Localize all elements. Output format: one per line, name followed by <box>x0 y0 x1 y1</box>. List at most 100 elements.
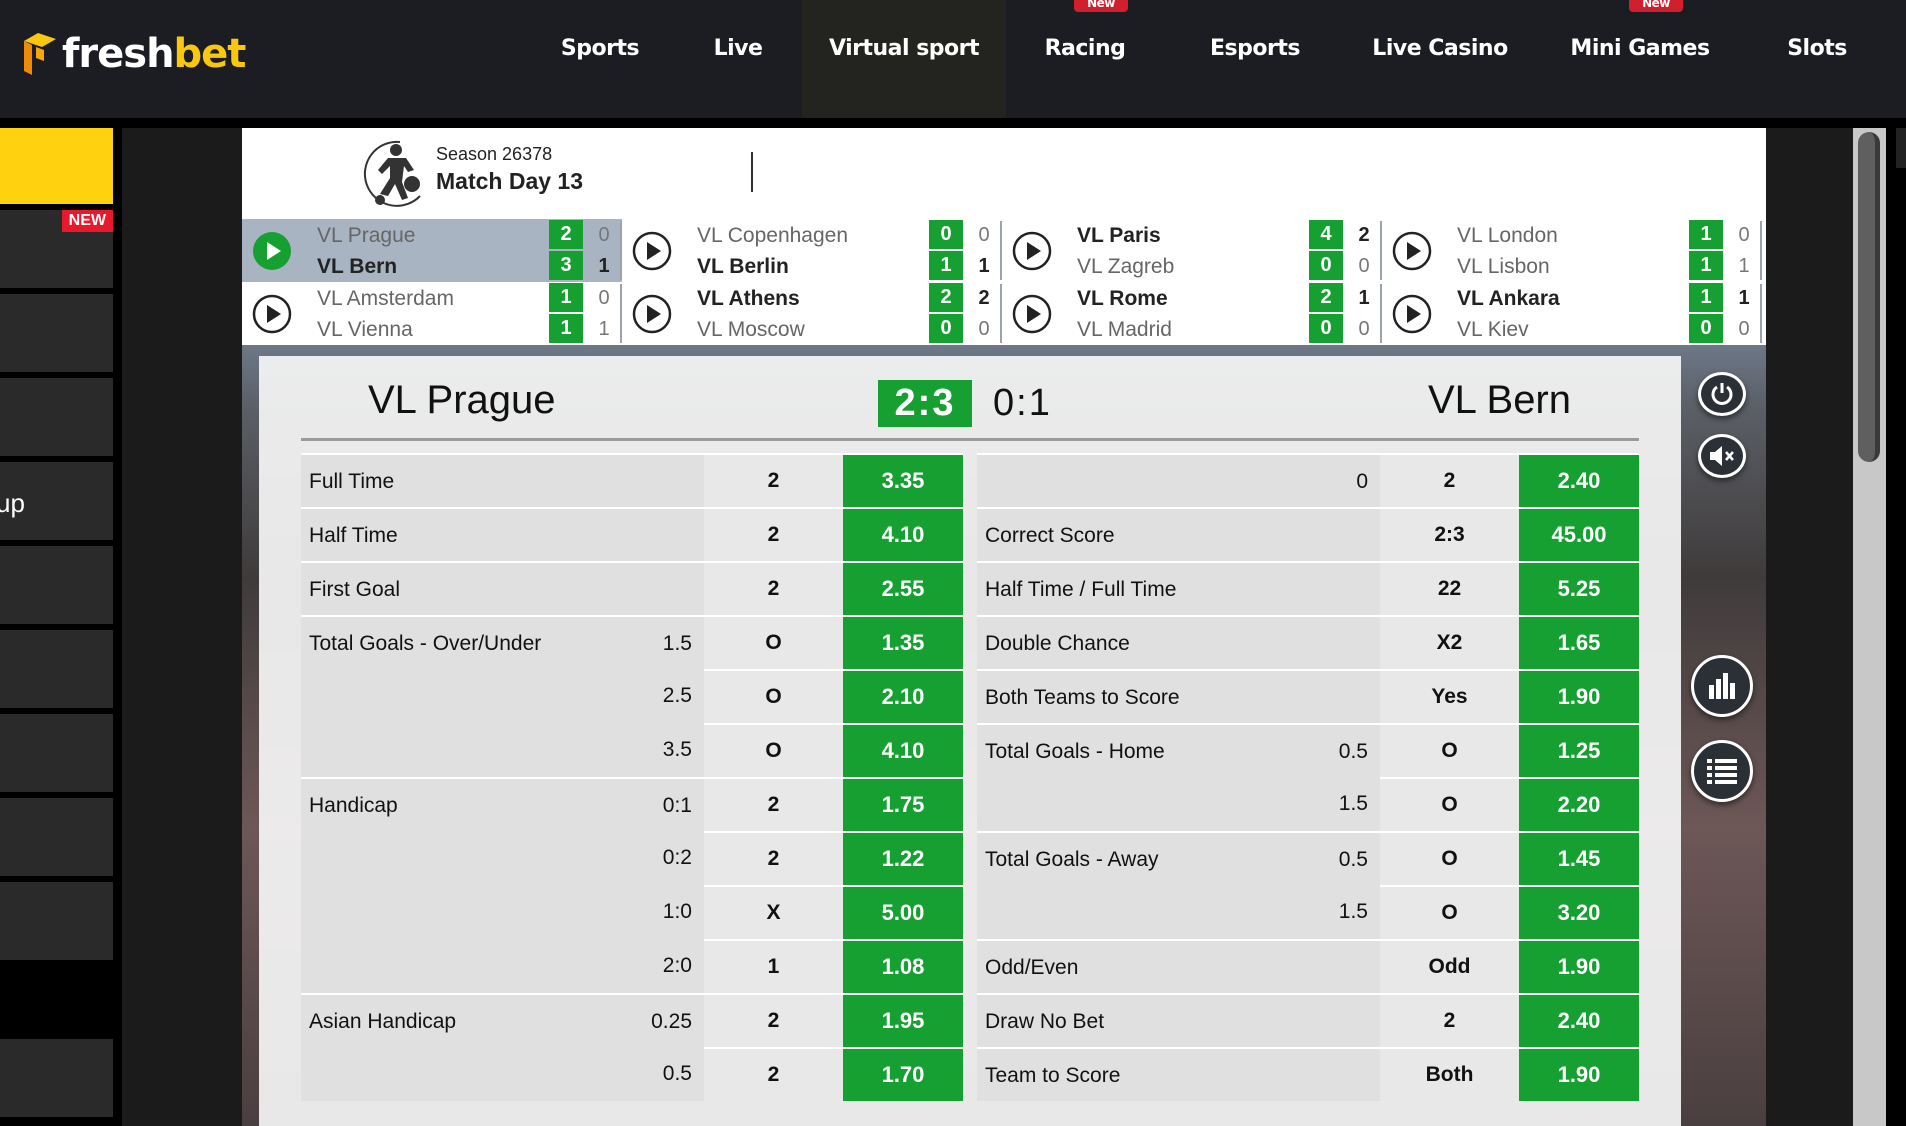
nav-live-casino[interactable]: Live Casino <box>1372 35 1508 61</box>
market-row: 2:0 1 1.08 <box>301 939 963 993</box>
scrollbar-thumb[interactable] <box>1858 132 1880 462</box>
odds-button[interactable]: 2.55 <box>843 561 963 615</box>
odds-button[interactable]: 1.90 <box>1519 939 1639 993</box>
odds-button[interactable]: 2.40 <box>1519 993 1639 1047</box>
market-pick: Both <box>1380 1047 1519 1101</box>
match-item[interactable]: VL Prague VL Bern 2 3 0 1 <box>242 219 622 282</box>
market-row: Total Goals - Away 0.5 O 1.45 <box>977 831 1639 885</box>
sidebar-item[interactable] <box>0 798 113 876</box>
sidebar-item[interactable] <box>0 882 113 960</box>
market-name: Total Goals - Home <box>985 740 1165 763</box>
odds-button[interactable]: 1.75 <box>843 777 963 831</box>
market-name: Both Teams to Score <box>985 686 1180 709</box>
market-row: 3.5 O 4.10 <box>301 723 963 777</box>
match-item[interactable]: VL Athens VL Moscow 2 0 2 0 <box>622 282 1002 345</box>
sidebar-item[interactable] <box>0 294 113 372</box>
market-name: Half Time <box>309 524 398 547</box>
mute-button[interactable] <box>1698 434 1746 478</box>
sidebar-item[interactable] <box>0 714 113 792</box>
sidebar-item[interactable]: up <box>0 462 113 540</box>
logo-text: freshbet <box>62 31 246 77</box>
odds-button[interactable]: 1.22 <box>843 831 963 885</box>
home-team: VL Amsterdam <box>317 287 454 310</box>
market-row: 0 2 2.40 <box>977 453 1639 507</box>
new-badge: NEW <box>61 210 113 232</box>
home-score: 2 <box>1309 283 1343 312</box>
match-item[interactable]: VL Ankara VL Kiev 1 0 1 0 <box>1382 282 1762 345</box>
odds-button[interactable]: 1.90 <box>1519 1047 1639 1101</box>
market-pick: O <box>1380 885 1519 939</box>
odds-button[interactable]: 4.10 <box>843 723 963 777</box>
sidebar-item[interactable] <box>0 546 113 624</box>
home-team: VL Copenhagen <box>697 224 849 247</box>
market-name: Total Goals - Away <box>985 848 1159 871</box>
match-item[interactable]: VL Copenhagen VL Berlin 0 1 0 1 <box>622 219 1002 282</box>
odds-button[interactable]: 1.65 <box>1519 615 1639 669</box>
odds-button[interactable]: 3.35 <box>843 453 963 507</box>
nav-racing[interactable]: Racing New <box>1030 0 1140 118</box>
market-pick: O <box>704 669 843 723</box>
play-icon <box>1012 231 1052 271</box>
odds-button[interactable]: 1.08 <box>843 939 963 993</box>
home-score: 4 <box>1309 220 1343 249</box>
nav-sports[interactable]: Sports <box>560 35 640 61</box>
odds-button[interactable]: 5.00 <box>843 885 963 939</box>
play-icon <box>632 294 672 334</box>
match-item[interactable]: VL Paris VL Zagreb 4 0 2 0 <box>1002 219 1382 282</box>
nav-live[interactable]: Live <box>713 35 763 61</box>
market-pick: O <box>1380 777 1519 831</box>
nav-mini-games[interactable]: Mini Games New <box>1560 0 1720 118</box>
player-icon <box>363 140 421 207</box>
market-row: Draw No Bet 2 2.40 <box>977 993 1639 1047</box>
sidebar-item[interactable] <box>0 1039 113 1117</box>
market-row: 1.5 O 2.20 <box>977 777 1639 831</box>
results-list-button[interactable] <box>1691 740 1753 802</box>
divider <box>1760 284 1762 343</box>
market-label-cell: Half Time <box>301 507 704 561</box>
market-label-cell: Odd/Even <box>977 939 1380 993</box>
market-pick: 2:3 <box>1380 507 1519 561</box>
nav-virtual-sport[interactable]: Virtual sport <box>802 0 1006 118</box>
sidebar-item-highlight[interactable] <box>0 128 113 204</box>
sidebar-item[interactable]: NEW <box>0 210 113 288</box>
odds-button[interactable]: 1.45 <box>1519 831 1639 885</box>
odds-button[interactable]: 2.20 <box>1519 777 1639 831</box>
nav-slots[interactable]: Slots <box>1787 35 1847 61</box>
match-detail-panel: VL Prague 2:3 0:1 VL Bern Full Time 2 3.… <box>259 356 1681 1126</box>
odds-button[interactable]: 1.95 <box>843 993 963 1047</box>
sidebar-item[interactable] <box>0 630 113 708</box>
market-pick: 2 <box>704 453 843 507</box>
market-pick: 1 <box>704 939 843 993</box>
market-name: Correct Score <box>985 524 1115 547</box>
odds-button[interactable]: 2.40 <box>1519 453 1639 507</box>
match-item[interactable]: VL London VL Lisbon 1 1 0 1 <box>1382 219 1762 282</box>
home-team: VL Athens <box>697 287 800 310</box>
odds-button[interactable]: 1.25 <box>1519 723 1639 777</box>
odds-button[interactable]: 45.00 <box>1519 507 1639 561</box>
match-item[interactable]: VL Amsterdam VL Vienna 1 1 0 1 <box>242 282 622 345</box>
sidebar-item[interactable] <box>0 378 113 456</box>
market-label-cell: 1:0 <box>301 885 704 939</box>
odds-button[interactable]: 1.90 <box>1519 669 1639 723</box>
odds-button[interactable]: 1.70 <box>843 1047 963 1101</box>
away-score: 3 <box>549 251 583 280</box>
divider <box>1380 221 1382 280</box>
odds-button[interactable]: 5.25 <box>1519 561 1639 615</box>
odds-button[interactable]: 3.20 <box>1519 885 1639 939</box>
odds-button[interactable]: 4.10 <box>843 507 963 561</box>
divider <box>620 221 622 280</box>
match-item[interactable]: VL Rome VL Madrid 2 0 1 0 <box>1002 282 1382 345</box>
market-line: 0:2 <box>662 846 692 869</box>
market-pick: 2 <box>704 1047 843 1101</box>
freshbet-logo[interactable]: freshbet <box>22 24 246 84</box>
divider <box>751 152 753 192</box>
power-button[interactable] <box>1698 372 1746 416</box>
odds-button[interactable]: 2.10 <box>843 669 963 723</box>
market-pick: O <box>704 723 843 777</box>
market-label-cell: 0.5 <box>301 1047 704 1101</box>
nav-esports[interactable]: Esports <box>1210 35 1300 61</box>
odds-button[interactable]: 1.35 <box>843 615 963 669</box>
home-ht-score: 0 <box>1738 224 1750 246</box>
statistics-button[interactable] <box>1691 655 1753 717</box>
market-line: 0 <box>1356 470 1368 493</box>
